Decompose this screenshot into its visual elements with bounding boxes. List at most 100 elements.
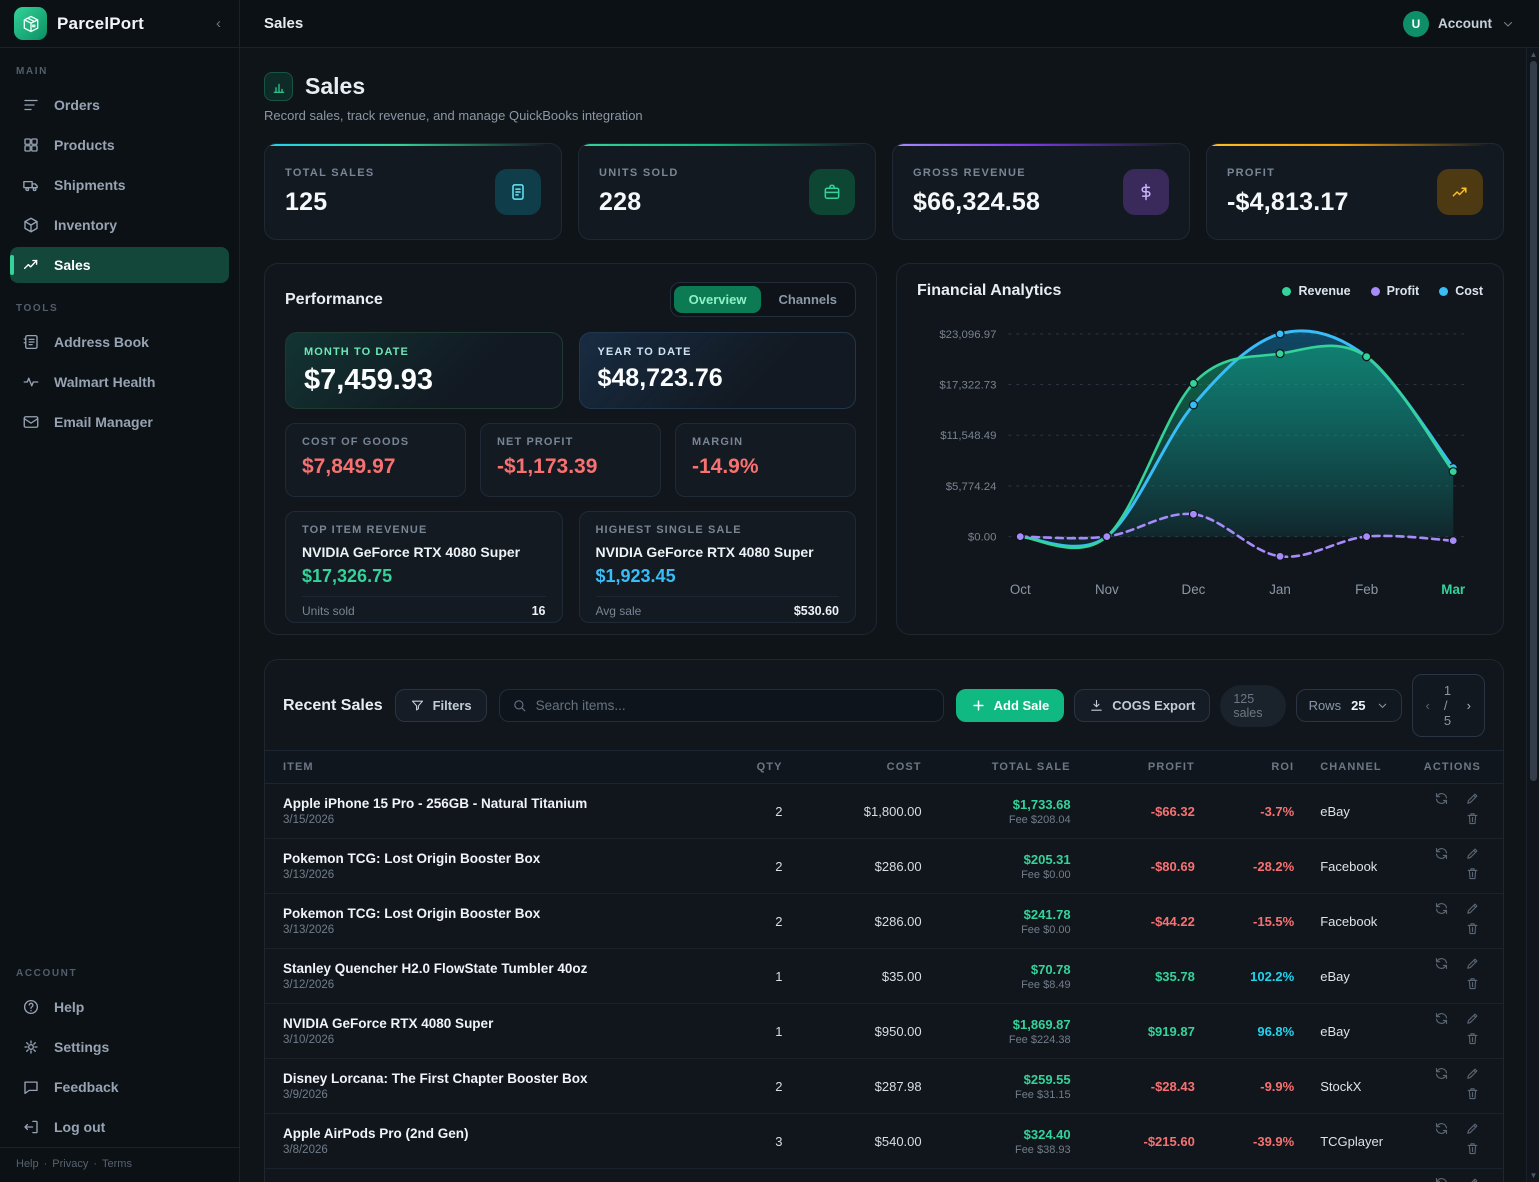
- tab-overview[interactable]: Overview: [673, 286, 762, 313]
- section-label-tools: TOOLS: [16, 303, 59, 314]
- sidebar-item-shipments[interactable]: Shipments: [10, 167, 229, 203]
- legend-cost: Cost: [1439, 284, 1483, 298]
- download-icon: [1091, 699, 1102, 711]
- scrollbar-thumb[interactable]: [1530, 61, 1537, 781]
- delete-icon[interactable]: [1459, 1086, 1485, 1101]
- account-menu[interactable]: U Account: [1403, 10, 1515, 37]
- refresh-icon[interactable]: [1429, 1011, 1455, 1026]
- recent-sales-table: ITEM QTY COST TOTAL SALE PROFIT ROI CHAN…: [265, 750, 1503, 1182]
- stat-card-units-sold: UNITS SOLD 228: [578, 143, 876, 240]
- avatar[interactable]: U: [1403, 10, 1429, 37]
- chart-legend: Revenue Profit Cost: [1282, 284, 1483, 298]
- performance-title: Performance: [285, 290, 383, 308]
- edit-icon[interactable]: [1459, 846, 1485, 861]
- filters-button[interactable]: Filters: [394, 689, 487, 722]
- edit-icon[interactable]: [1459, 1011, 1485, 1026]
- stat-card-total-sales: TOTAL SALES 125: [264, 143, 562, 240]
- sidebar-item-email-manager[interactable]: Email Manager: [10, 404, 229, 440]
- search-icon: [513, 700, 525, 712]
- month-to-date-card: MONTH TO DATE $7,459.93: [285, 332, 563, 409]
- funnel-icon: [411, 700, 423, 711]
- highest-single-sale-card: HIGHEST SINGLE SALE NVIDIA GeForce RTX 4…: [578, 511, 856, 623]
- table-row: Disney Lorcana: The First Chapter Booste…: [265, 1168, 1503, 1182]
- refresh-icon[interactable]: [1429, 1121, 1455, 1136]
- footer-link-help[interactable]: Help: [16, 1158, 39, 1170]
- svg-text:Oct: Oct: [1010, 582, 1031, 597]
- sidebar-item-settings[interactable]: Settings: [10, 1029, 229, 1065]
- table-row: Apple iPhone 15 Pro - 256GB - Natural Ti…: [265, 783, 1503, 839]
- sidebar-item-walmart-health[interactable]: Walmart Health: [10, 364, 229, 400]
- trending-up-icon: [1437, 168, 1483, 215]
- cost-of-goods-card: COST OF GOODS $7,849.97: [285, 423, 466, 497]
- col-total-sale: TOTAL SALE: [921, 750, 1071, 784]
- sidebar-item-products[interactable]: Products: [10, 127, 229, 163]
- refresh-icon[interactable]: [1429, 956, 1455, 971]
- sales-page-icon: [264, 72, 293, 101]
- sidebar: ParcelPort ‹ MAIN Orders Products Shipme…: [0, 0, 240, 1182]
- col-cost: COST: [782, 750, 922, 784]
- trending-up-icon: [23, 259, 38, 270]
- prev-page-button[interactable]: ‹: [1425, 698, 1430, 713]
- edit-icon[interactable]: [1459, 956, 1485, 971]
- search-input[interactable]: [535, 698, 931, 713]
- sidebar-footer: Help · Privacy · Terms: [0, 1147, 239, 1182]
- refresh-icon[interactable]: [1429, 1176, 1455, 1182]
- table-row: Disney Lorcana: The First Chapter Booste…: [265, 1058, 1503, 1114]
- delete-icon[interactable]: [1459, 811, 1485, 826]
- section-label-account: ACCOUNT: [16, 968, 78, 979]
- sidebar-item-help[interactable]: Help: [10, 989, 229, 1025]
- performance-tabs: Overview Channels: [669, 282, 856, 317]
- delete-icon[interactable]: [1459, 1141, 1485, 1156]
- parcelport-logo-icon: [14, 7, 47, 40]
- plus-icon: [973, 700, 984, 711]
- add-sale-button[interactable]: Add Sale: [955, 689, 1065, 722]
- footer-link-privacy[interactable]: Privacy: [52, 1158, 89, 1170]
- footer-link-terms[interactable]: Terms: [102, 1158, 132, 1170]
- sidebar-item-sales[interactable]: Sales: [10, 247, 229, 283]
- refresh-icon[interactable]: [1429, 791, 1455, 806]
- sidebar-item-address-book[interactable]: Address Book: [10, 324, 229, 360]
- delete-icon[interactable]: [1459, 976, 1485, 991]
- next-page-button[interactable]: ›: [1466, 698, 1471, 713]
- edit-icon[interactable]: [1459, 791, 1485, 806]
- delete-icon[interactable]: [1459, 921, 1485, 936]
- logout-icon: [24, 1120, 38, 1134]
- gear-icon: [24, 1040, 38, 1054]
- col-profit: PROFIT: [1070, 750, 1195, 784]
- refresh-icon[interactable]: [1429, 901, 1455, 916]
- svg-text:$11,548.49: $11,548.49: [940, 430, 996, 442]
- edit-icon[interactable]: [1459, 1176, 1485, 1182]
- tab-channels[interactable]: Channels: [778, 292, 837, 307]
- recent-sales-panel: Recent Sales Filters Add Sale COGS Expor…: [264, 659, 1504, 1182]
- stat-card-gross-revenue: GROSS REVENUE $66,324.58: [892, 143, 1190, 240]
- legend-profit: Profit: [1370, 284, 1419, 298]
- sidebar-item-feedback[interactable]: Feedback: [10, 1069, 229, 1105]
- envelope-icon: [23, 416, 39, 428]
- edit-icon[interactable]: [1459, 901, 1485, 916]
- svg-text:$17,322.73: $17,322.73: [939, 380, 996, 392]
- sidebar-item-inventory[interactable]: Inventory: [10, 207, 229, 243]
- table-row: NVIDIA GeForce RTX 4080 Super 3/10/2026 1…: [265, 1003, 1503, 1059]
- delete-icon[interactable]: [1459, 866, 1485, 881]
- sidebar-item-orders[interactable]: Orders: [10, 87, 229, 123]
- table-row: Apple AirPods Pro (2nd Gen) 3/8/2026 3 $5…: [265, 1113, 1503, 1169]
- scroll-down-icon[interactable]: ▼: [1529, 1171, 1538, 1180]
- delete-icon[interactable]: [1459, 1031, 1485, 1046]
- refresh-icon[interactable]: [1429, 846, 1455, 861]
- truck-icon: [23, 180, 38, 192]
- rows-per-page-select[interactable]: Rows 25: [1295, 689, 1402, 722]
- bar-chart-icon: [273, 83, 284, 93]
- scrollbar: ▲ ▼: [1526, 48, 1539, 1182]
- sidebar-collapse-button[interactable]: ‹: [216, 15, 221, 32]
- edit-icon[interactable]: [1459, 1066, 1485, 1081]
- edit-icon[interactable]: [1459, 1121, 1485, 1136]
- sidebar-item-logout[interactable]: Log out: [10, 1109, 229, 1145]
- scroll-up-icon[interactable]: ▲: [1529, 50, 1538, 59]
- sales-count-badge: 125 sales: [1220, 684, 1286, 727]
- cogs-export-button[interactable]: COGS Export: [1074, 689, 1211, 722]
- cube-icon: [24, 217, 38, 233]
- legend-revenue: Revenue: [1282, 284, 1351, 298]
- refresh-icon[interactable]: [1429, 1066, 1455, 1081]
- page-title: Sales: [305, 73, 366, 99]
- revenue-dot-icon: [1282, 286, 1292, 296]
